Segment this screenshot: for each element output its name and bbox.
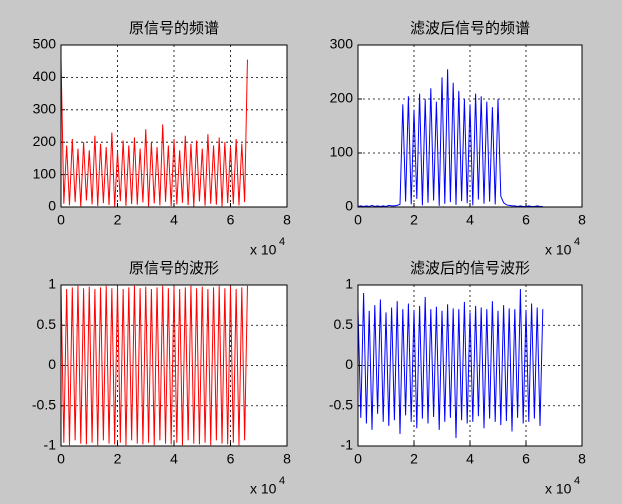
y-tick-label: 0.5 — [37, 316, 57, 332]
x-tick-label: 2 — [114, 212, 122, 228]
y-tick-label: 0 — [48, 198, 56, 214]
subplot-title: 原信号的波形 — [129, 260, 219, 277]
x-multiplier: x 10 — [545, 481, 572, 497]
x-tick-label: 6 — [522, 451, 530, 467]
x-exponent: 4 — [279, 475, 285, 487]
signal-line — [61, 57, 248, 207]
y-tick-label: 300 — [330, 36, 354, 52]
x-tick-label: 6 — [522, 212, 530, 228]
y-tick-label: 0 — [345, 356, 353, 372]
x-exponent: 4 — [279, 236, 285, 248]
y-tick-label: 1 — [345, 276, 353, 292]
axes-frame — [60, 44, 288, 208]
x-exponent: 4 — [574, 236, 580, 248]
axes-frame — [357, 44, 583, 208]
y-tick-label: 300 — [33, 101, 57, 117]
subplot-title: 滤波后的信号波形 — [410, 260, 530, 277]
x-tick-label: 4 — [466, 212, 474, 228]
x-tick-label: 2 — [410, 212, 418, 228]
x-tick-label: 4 — [466, 451, 474, 467]
plot-area — [358, 289, 544, 438]
y-tick-label: 100 — [33, 165, 57, 181]
plot-area — [61, 285, 248, 446]
y-tick-label: 200 — [33, 133, 57, 149]
x-tick-label: 0 — [57, 451, 65, 467]
x-tick-label: 6 — [227, 212, 235, 228]
y-tick-label: 1 — [48, 276, 56, 292]
x-tick-label: 8 — [283, 212, 291, 228]
x-tick-label: 0 — [354, 212, 362, 228]
y-tick-label: -1 — [44, 437, 57, 453]
x-multiplier: x 10 — [545, 242, 572, 258]
signal-line — [61, 285, 248, 446]
plot-area — [358, 69, 543, 207]
y-tick-label: -1 — [341, 437, 354, 453]
x-tick-label: 4 — [170, 212, 178, 228]
axes-frame — [60, 284, 288, 447]
subplot-title: 原信号的频谱 — [129, 20, 219, 37]
signal-line — [358, 289, 544, 438]
subplot-title: 滤波后信号的频谱 — [410, 20, 530, 37]
y-tick-label: 0 — [345, 198, 353, 214]
y-tick-label: 0 — [48, 356, 56, 372]
axes-frame — [357, 284, 583, 447]
x-tick-label: 4 — [170, 451, 178, 467]
y-tick-label: 200 — [330, 90, 354, 106]
x-multiplier: x 10 — [250, 481, 277, 497]
x-tick-label: 0 — [57, 212, 65, 228]
y-tick-label: 500 — [33, 36, 57, 52]
x-tick-label: 2 — [114, 451, 122, 467]
x-tick-label: 8 — [578, 212, 586, 228]
y-tick-label: 100 — [330, 144, 354, 160]
plot-area — [61, 57, 248, 207]
signal-line — [358, 69, 543, 207]
x-exponent: 4 — [574, 475, 580, 487]
x-tick-label: 6 — [227, 451, 235, 467]
x-tick-label: 8 — [283, 451, 291, 467]
y-tick-label: -0.5 — [329, 396, 353, 412]
y-tick-label: 0.5 — [334, 316, 354, 332]
x-tick-label: 8 — [578, 451, 586, 467]
x-tick-label: 0 — [354, 451, 362, 467]
y-tick-label: -0.5 — [32, 396, 56, 412]
y-tick-label: 400 — [33, 68, 57, 84]
x-tick-label: 2 — [410, 451, 418, 467]
x-multiplier: x 10 — [250, 242, 277, 258]
